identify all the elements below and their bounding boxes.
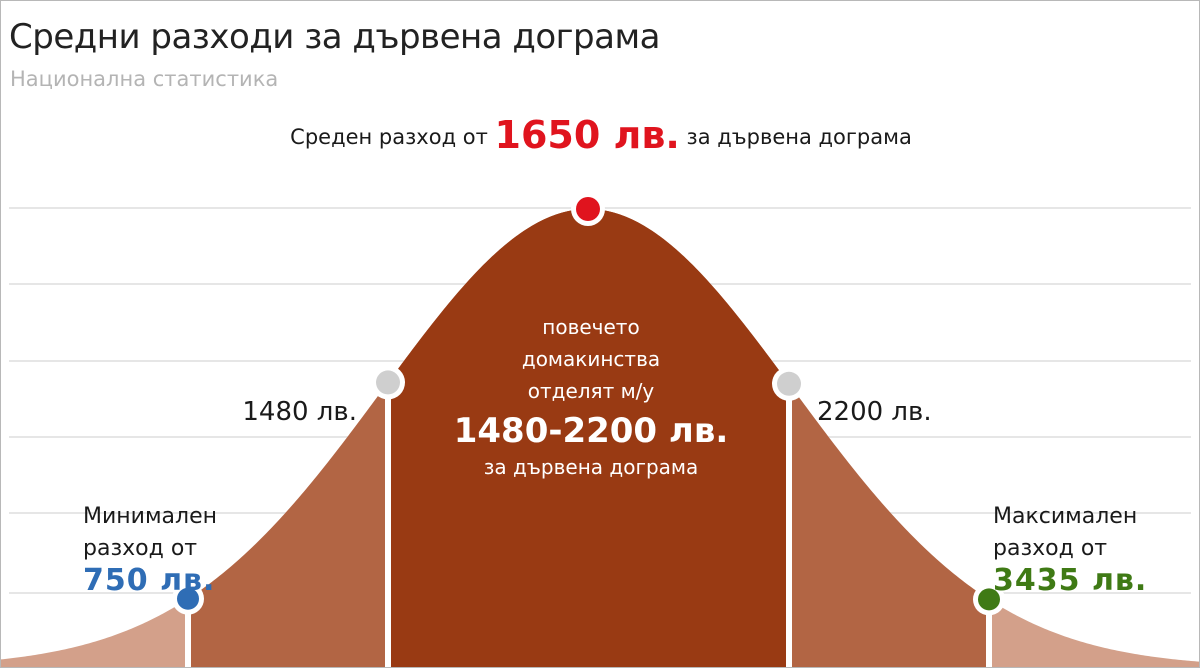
- min-label-line: разход от: [83, 536, 198, 561]
- average-prefix: Среден разход от: [290, 125, 488, 149]
- range-low-marker: [376, 370, 400, 395]
- core-note-line: отделят м/у: [527, 379, 655, 403]
- max-label-line: Максимален: [993, 504, 1138, 529]
- min-value: 750 лв.: [83, 563, 216, 598]
- range-high-label: 2200 лв.: [817, 397, 932, 427]
- min-label-line: Минимален: [83, 504, 218, 529]
- page-title: Средни разходи за дървена дограма: [9, 17, 660, 57]
- max-value: 3435 лв.: [993, 563, 1148, 598]
- range-high-marker: [777, 371, 801, 396]
- curve-core-area: [388, 209, 789, 667]
- core-range-note: повечето домакинства отделят м/у 1480-22…: [441, 311, 741, 481]
- average-suffix: за дървена дограма: [686, 125, 912, 149]
- core-note-tail: за дървена дограма: [483, 455, 699, 479]
- range-low-label: 1480 лв.: [242, 397, 357, 427]
- max-annotation: Максимален разход от 3435 лв.: [993, 501, 1147, 597]
- max-label-line: разход от: [993, 536, 1108, 561]
- page-subtitle: Национална статистика: [10, 67, 279, 91]
- average-marker: [576, 197, 600, 221]
- min-marker: [177, 587, 199, 610]
- min-annotation: Минимален разход от 750 лв.: [83, 501, 217, 597]
- average-value: 1650 лв.: [494, 113, 680, 157]
- core-range-value: 1480-2200 лв.: [453, 411, 729, 451]
- core-note-line: домакинства: [521, 347, 661, 371]
- max-marker: [978, 588, 1000, 611]
- core-note-line: повечето: [542, 315, 640, 339]
- average-headline: Среден разход от 1650 лв. за дървена дог…: [1, 113, 1199, 157]
